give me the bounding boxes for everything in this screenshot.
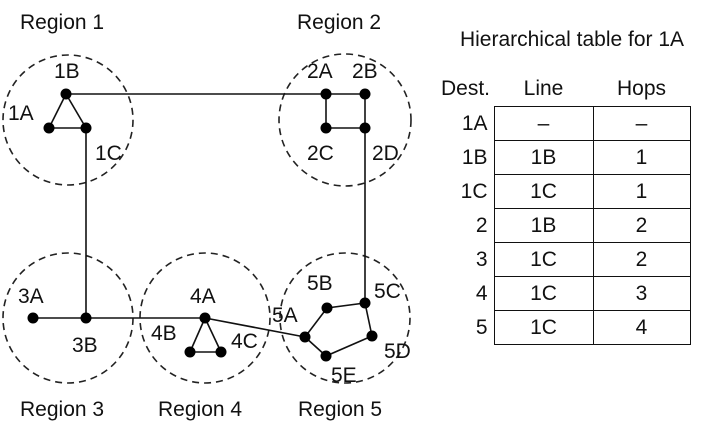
table-title: Hierarchical table for 1A [459, 28, 685, 51]
link-4a-4c [204, 317, 222, 353]
router-1a-label: 1A [8, 102, 34, 125]
table-row: 1C 1C 1 [426, 174, 691, 209]
router-4b-label: 4B [151, 322, 177, 345]
router-2d-label: 2D [372, 142, 399, 165]
hops-cell: 1 [592, 174, 691, 209]
region-3-label: Region 3 [20, 398, 104, 421]
region-1-boundary [2, 54, 134, 186]
header-hops: Hops [616, 77, 667, 100]
table-row: 2 1B 2 [426, 208, 691, 243]
router-5d-label: 5D [384, 340, 411, 363]
line-cell: 1B [493, 208, 594, 243]
line-cell: – [493, 106, 594, 141]
router-5b-node [321, 302, 333, 314]
router-4c-label: 4C [231, 330, 258, 353]
router-4b-node [184, 346, 196, 358]
router-5a-label: 5A [272, 304, 298, 327]
router-4a-label: 4A [190, 285, 216, 308]
dest-cell: 1C [460, 179, 488, 203]
table-row: 1B 1B 1 [426, 140, 691, 175]
region-4-boundary [139, 252, 271, 384]
router-3a-node [27, 312, 39, 324]
dest-cell: 2 [475, 213, 488, 237]
hops-cell: 3 [592, 276, 691, 311]
link-4a-4b [189, 317, 206, 353]
table-row: 1A – – [426, 106, 691, 141]
links [33, 93, 373, 357]
router-2b-label: 2B [352, 60, 378, 83]
hops-cell: 2 [592, 208, 691, 243]
router-3b-label: 3B [72, 334, 98, 357]
region-5-label: Region 5 [298, 398, 382, 421]
region-5-boundary [279, 252, 411, 384]
router-1c-label: 1C [95, 142, 122, 165]
router-2a-node [320, 88, 332, 100]
header-dest: Dest. [440, 77, 490, 101]
router-5c-label: 5C [374, 280, 401, 303]
router-2d-node [359, 122, 371, 134]
line-cell: 1C [493, 310, 594, 345]
router-5b-label: 5B [307, 272, 333, 295]
router-5a-node [299, 331, 311, 343]
hops-cell: 2 [592, 242, 691, 277]
router-4a-node [199, 312, 211, 324]
network-diagram: Region 1 Region 2 Region 3 Region 4 Regi… [2, 11, 412, 421]
region-4-label: Region 4 [158, 398, 242, 421]
link-1b-1c [65, 93, 87, 129]
router-5e-label: 5E [331, 364, 357, 387]
region-2-label: Region 2 [297, 11, 381, 34]
routing-table: Dest. Line Hops 1A – – 1B 1B 1 1C 1C 1 [426, 72, 691, 345]
table-row: 4 1C 3 [426, 276, 691, 311]
router-5d-node [366, 330, 378, 342]
router-2c-label: 2C [307, 142, 334, 165]
link-1a-1b [48, 93, 67, 129]
router-1b-label: 1B [54, 60, 80, 83]
router-5e-node [320, 350, 332, 362]
dest-cell: 5 [475, 315, 488, 339]
dest-cell: 4 [475, 281, 488, 305]
router-1c-node [80, 122, 92, 134]
router-3b-node [80, 312, 92, 324]
header-line: Line [523, 77, 564, 100]
dest-cell: 1A [461, 111, 488, 135]
line-cell: 1C [493, 174, 594, 209]
line-cell: 1C [493, 242, 594, 277]
region-1-label: Region 1 [20, 11, 104, 34]
router-nodes [27, 88, 378, 362]
link-4a-5a [204, 317, 306, 338]
router-5c-node [359, 297, 371, 309]
region-2-boundary [278, 53, 412, 187]
dest-cell: 3 [475, 247, 488, 271]
table-row: 5 1C 4 [426, 310, 691, 345]
link-region-5-ring [304, 302, 373, 357]
hops-cell: 1 [592, 140, 691, 175]
router-1b-node [60, 88, 72, 100]
router-4c-node [215, 346, 227, 358]
router-2c-node [320, 122, 332, 134]
router-2a-label: 2A [307, 60, 333, 83]
hops-cell: 4 [592, 310, 691, 345]
dest-cell: 1B [461, 145, 488, 169]
hops-cell: – [592, 106, 691, 141]
router-1a-node [43, 122, 55, 134]
router-3a-label: 3A [18, 285, 44, 308]
router-2b-node [359, 88, 371, 100]
line-cell: 1C [493, 276, 594, 311]
line-cell: 1B [493, 140, 594, 175]
table-row: 3 1C 2 [426, 242, 691, 277]
table-header-row: Dest. Line Hops [426, 72, 690, 107]
